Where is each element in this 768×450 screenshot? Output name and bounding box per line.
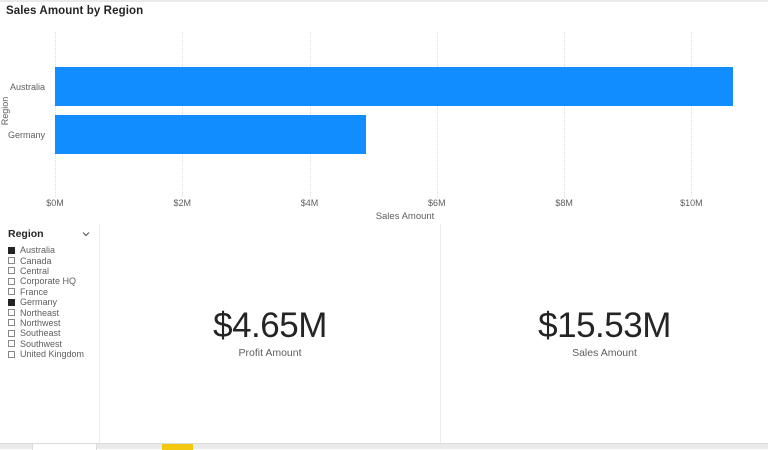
slicer-item-label: France	[20, 286, 49, 297]
gridline	[55, 32, 56, 197]
slicer-item-northeast[interactable]: Northeast	[8, 307, 99, 318]
x-axis-title: Sales Amount	[375, 211, 435, 222]
slicer-item-germany[interactable]: Germany	[8, 297, 99, 307]
checkbox-unchecked-icon[interactable]	[8, 340, 15, 348]
plot-area	[55, 32, 755, 197]
bar-australia[interactable]	[55, 67, 733, 106]
slicer-item-northwest[interactable]: Northwest	[8, 318, 99, 328]
chart-title: Sales Amount by Region	[6, 5, 144, 17]
x-tick-label: $8M	[555, 198, 573, 208]
slicer-item-list: Australia Canada Central Corporate HQ France…	[0, 242, 99, 359]
slicer-item-australia[interactable]: Australia	[8, 245, 99, 255]
profit-amount-label: Profit Amount	[238, 347, 302, 360]
sales-amount-label: Sales Amount	[572, 347, 637, 360]
sales-amount-value: $15.53M	[538, 305, 671, 345]
slicer-item-label: Northwest	[20, 317, 61, 328]
slicer-item-united-kingdom[interactable]: United Kingdom	[8, 349, 99, 359]
category-axis-labels: Australia Germany	[0, 32, 50, 197]
x-tick-label: $10M	[680, 198, 703, 208]
slicer-item-label: Canada	[20, 255, 52, 266]
gridline	[309, 32, 311, 197]
category-label: Germany	[7, 130, 45, 140]
x-axis-ticks: $0M $2M $4M $6M $8M $10M	[46, 198, 755, 210]
x-tick-label: $0M	[46, 198, 64, 208]
slicer-item-corporate-hq[interactable]: Corporate HQ	[8, 276, 99, 286]
sales-amount-card: $15.53M Sales Amount	[440, 224, 768, 443]
slicer-item-central[interactable]: Central	[8, 266, 99, 276]
bottom-section: Region Australia Canada Central Corporate H…	[0, 224, 768, 443]
gridline	[182, 32, 184, 197]
gridline	[564, 32, 566, 197]
checkbox-unchecked-icon[interactable]	[8, 329, 15, 337]
slicer-item-label: Central	[20, 265, 50, 276]
region-slicer: Region Australia Canada Central Corporate H…	[0, 224, 100, 443]
x-tick-label: $2M	[173, 198, 192, 208]
category-label: Australia	[9, 82, 45, 92]
checkbox-unchecked-icon[interactable]	[8, 309, 15, 317]
x-tick-label: $6M	[428, 198, 446, 208]
x-tick-label: $4M	[300, 198, 319, 208]
profit-amount-value: $4.65M	[213, 305, 327, 345]
checkbox-unchecked-icon[interactable]	[8, 288, 15, 296]
slicer-item-label: Southwest	[20, 338, 63, 349]
bar-germany[interactable]	[55, 115, 366, 154]
checkbox-unchecked-icon[interactable]	[8, 319, 15, 327]
active-page-tab[interactable]	[32, 444, 97, 450]
chevron-down-icon[interactable]	[81, 229, 91, 239]
checkbox-checked-icon[interactable]	[8, 298, 15, 306]
y-axis-title: Region	[0, 96, 10, 126]
checkbox-unchecked-icon[interactable]	[8, 277, 15, 285]
slicer-header: Region	[0, 224, 99, 242]
page-tab-bar	[0, 443, 768, 450]
slicer-item-france[interactable]: France	[8, 287, 99, 297]
slicer-item-southwest[interactable]: Southwest	[8, 339, 99, 349]
bar-row	[55, 115, 755, 154]
checkbox-checked-icon[interactable]	[8, 246, 15, 254]
slicer-item-label: Corporate HQ	[20, 276, 77, 287]
slicer-item-label: Australia	[20, 245, 56, 256]
accent-page-tab[interactable]	[162, 444, 193, 450]
bar-row	[55, 67, 755, 106]
checkbox-unchecked-icon[interactable]	[8, 267, 15, 275]
gridline	[436, 32, 438, 197]
checkbox-unchecked-icon[interactable]	[8, 257, 15, 265]
gridline	[691, 32, 693, 197]
profit-amount-card: $4.65M Profit Amount	[100, 224, 440, 443]
bar-chart-visual: Sales Amount by Region Australia Germany …	[0, 2, 768, 222]
slicer-header-label: Region	[8, 228, 44, 240]
checkbox-unchecked-icon[interactable]	[8, 350, 15, 358]
slicer-item-canada[interactable]: Canada	[8, 255, 99, 266]
slicer-item-label: Germany	[20, 297, 58, 308]
slicer-item-label: Northeast	[20, 307, 60, 318]
slicer-item-label: United Kingdom	[20, 349, 85, 360]
slicer-item-label: Southeast	[20, 328, 61, 339]
slicer-item-southeast[interactable]: Southeast	[8, 328, 99, 338]
